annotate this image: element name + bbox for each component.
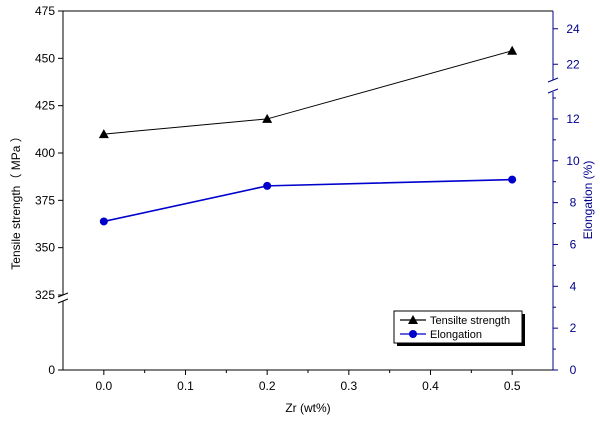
right-y-axis-title: Elongation (%) (581, 161, 595, 240)
right-y-tick-label: 24 (566, 22, 580, 36)
legend-items: Tensilte strength Elongation (400, 315, 510, 341)
legend-label: Elongation (430, 329, 482, 341)
x-tick-label: 0.4 (422, 379, 439, 393)
right-y-tick-label: 4 (570, 279, 577, 293)
legend-box (393, 310, 523, 344)
x-axis-title: Zr (wt%) (285, 401, 330, 415)
left-axis-break-mark (57, 298, 69, 304)
left-y-tick-label: 325 (35, 288, 55, 302)
left-y-tick-label: 475 (35, 4, 55, 18)
left-y-axis: 325 350 375 400 425 450 475 0 (35, 4, 69, 377)
x-tick-label: 0.1 (177, 379, 194, 393)
left-y-axis-title: Tensile strength（ MPa ） (9, 130, 23, 269)
data-point-circle (99, 217, 108, 226)
left-y-tick-label: 375 (35, 193, 55, 207)
left-y-tick-label: 425 (35, 99, 55, 113)
left-y-tick-label: 0 (48, 363, 55, 377)
right-y-tick-label: 2 (570, 321, 577, 335)
right-y-tick-label: 10 (566, 154, 580, 168)
x-tick-label: 0.5 (504, 379, 521, 393)
right-axis-break-mark (547, 88, 559, 94)
left-y-tick-label: 350 (35, 241, 55, 255)
left-y-tick-label: 450 (35, 51, 55, 65)
x-tick-label: 0.3 (340, 379, 357, 393)
right-y-tick-label: 0 (570, 363, 577, 377)
right-y-tick-label: 8 (570, 196, 577, 210)
data-point-circle (508, 175, 517, 184)
right-y-tick-label: 12 (566, 112, 580, 126)
legend-marker-triangle (408, 315, 418, 324)
series-layer (98, 45, 518, 226)
x-tick-label: 0.0 (95, 379, 112, 393)
legend-label: Tensilte strength (430, 315, 510, 327)
data-point-circle (263, 181, 272, 190)
left-y-tick-label: 400 (35, 146, 55, 160)
right-axis-break-mark (547, 77, 559, 83)
data-point-triangle (507, 45, 518, 55)
data-point-triangle (98, 129, 109, 139)
legend-marker-circle (409, 330, 417, 338)
right-y-tick-label: 6 (570, 237, 577, 251)
x-axis: 0.0 0.1 0.2 0.3 0.4 0.5 (95, 370, 521, 393)
legend: Tensilte strength Elongation (393, 310, 525, 346)
right-y-tick-label: 22 (566, 57, 580, 71)
data-point-triangle (262, 113, 273, 123)
x-tick-label: 0.2 (259, 379, 276, 393)
